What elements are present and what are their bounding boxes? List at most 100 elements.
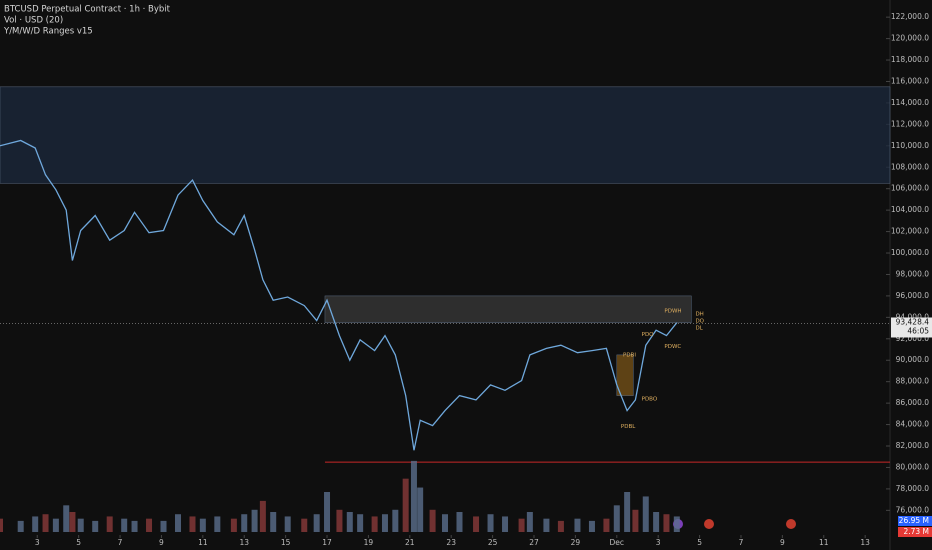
volume-bar <box>574 518 581 532</box>
x-tick-label: 27 <box>529 538 539 547</box>
y-tick-label: 96,000.0 <box>896 291 930 300</box>
annotation: DO <box>695 319 704 325</box>
volume-bar <box>502 516 509 532</box>
volume-bar <box>199 518 206 532</box>
zone <box>616 354 634 396</box>
y-tick-label: 94,000.0 <box>896 312 930 321</box>
annotation: PDBL <box>621 424 636 430</box>
y-tick-label: 102,000.0 <box>891 227 929 236</box>
zone <box>0 86 891 184</box>
volume-legend: Vol · USD (20) <box>4 16 63 26</box>
volume-bar <box>663 514 670 532</box>
volume-bar <box>653 512 660 532</box>
volume-bar <box>392 509 399 532</box>
y-tick-label: 92,000.0 <box>896 334 930 343</box>
x-tick-label: 11 <box>819 538 829 547</box>
volume-bar <box>642 496 649 532</box>
volume-bar <box>92 520 99 532</box>
annotation: PDBO <box>642 396 658 402</box>
x-tick-label: 13 <box>860 538 870 547</box>
annotation: DH <box>695 312 703 318</box>
volume-bar <box>588 520 595 532</box>
volume-bar <box>284 516 291 532</box>
volume-bar <box>442 514 448 532</box>
price-line <box>0 139 678 451</box>
x-tick-label: 5 <box>697 538 702 547</box>
volume-bar <box>270 512 277 532</box>
y-tick-label: 114,000.0 <box>891 98 929 107</box>
y-tick-label: 118,000.0 <box>891 55 929 64</box>
x-tick-label: 3 <box>656 538 661 547</box>
y-tick-label: 84,000.0 <box>896 420 930 429</box>
event-icon[interactable] <box>786 519 796 529</box>
volume-bar <box>69 512 76 532</box>
volume-bar <box>624 492 631 532</box>
y-tick-label: 76,000.0 <box>896 505 930 514</box>
volume-bar <box>557 520 564 532</box>
annotation: PDO <box>642 332 655 338</box>
volume-bar <box>336 509 343 532</box>
x-tick-label: 25 <box>488 538 498 547</box>
y-tick-label: 80,000.0 <box>896 462 930 471</box>
volume-bar <box>473 516 480 532</box>
y-tick-label: 82,000.0 <box>896 441 930 450</box>
volume-bar <box>32 516 39 532</box>
volume-bar <box>17 520 24 532</box>
x-tick-label: 15 <box>281 538 291 547</box>
volume-bar <box>603 518 610 532</box>
annotation: DL <box>695 326 703 332</box>
volume-bar <box>63 505 70 532</box>
volume-label-box <box>898 527 932 537</box>
volume-bar <box>487 514 494 532</box>
chart-title: BTCUSD Perpetual Contract · 1h · Bybit <box>4 5 171 15</box>
x-tick-label: 7 <box>118 538 123 547</box>
x-tick-label: 17 <box>322 538 332 547</box>
volume-bar <box>251 509 258 532</box>
volume-bar <box>52 518 59 532</box>
x-tick-label: 29 <box>571 538 581 547</box>
y-tick-label: 88,000.0 <box>896 377 930 386</box>
annotation: PDBI <box>623 352 636 358</box>
y-tick-label: 90,000.0 <box>896 355 930 364</box>
x-tick-label: 9 <box>159 538 164 547</box>
y-tick-label: 108,000.0 <box>891 162 929 171</box>
volume-bar <box>371 516 378 532</box>
y-tick-label: 104,000.0 <box>891 205 929 214</box>
volume-bar <box>613 505 620 532</box>
volume-bar <box>0 518 3 532</box>
x-tick-label: 21 <box>405 538 415 547</box>
x-tick-label: 13 <box>239 538 249 547</box>
volume-bar <box>346 512 353 532</box>
y-tick-label: 86,000.0 <box>896 398 930 407</box>
volume-bar <box>160 520 167 532</box>
annotation: PDWC <box>664 344 681 350</box>
x-tick-label: 3 <box>35 538 40 547</box>
y-tick-label: 78,000.0 <box>896 484 930 493</box>
volume-bar <box>417 487 424 532</box>
volume-bar <box>241 514 248 532</box>
volume-bar <box>456 512 463 532</box>
volume-label: 26.95 M <box>899 516 929 525</box>
x-tick-label: 19 <box>364 538 374 547</box>
countdown-label: 46:05 <box>907 326 929 335</box>
indicator-legend: Y/M/W/D Ranges v15 <box>3 27 93 37</box>
last-price-label: 93,428.4 <box>896 317 930 326</box>
event-icon[interactable] <box>704 519 714 529</box>
volume-bar <box>121 518 128 532</box>
x-tick-label: Dec <box>610 538 625 547</box>
volume-bar <box>214 516 221 532</box>
volume-bar <box>189 516 196 532</box>
volume-bar <box>526 512 533 532</box>
volume-bar <box>175 514 181 532</box>
volume-bar <box>673 516 680 532</box>
volume-bar <box>301 518 308 532</box>
volume-bar <box>402 478 409 532</box>
volume-bar <box>131 520 138 532</box>
y-tick-label: 100,000.0 <box>891 248 929 257</box>
last-price-box <box>891 317 932 338</box>
volume-bar <box>324 492 331 532</box>
x-tick-label: 23 <box>446 538 456 547</box>
volume-bar <box>518 518 525 532</box>
volume-bar <box>230 518 237 532</box>
